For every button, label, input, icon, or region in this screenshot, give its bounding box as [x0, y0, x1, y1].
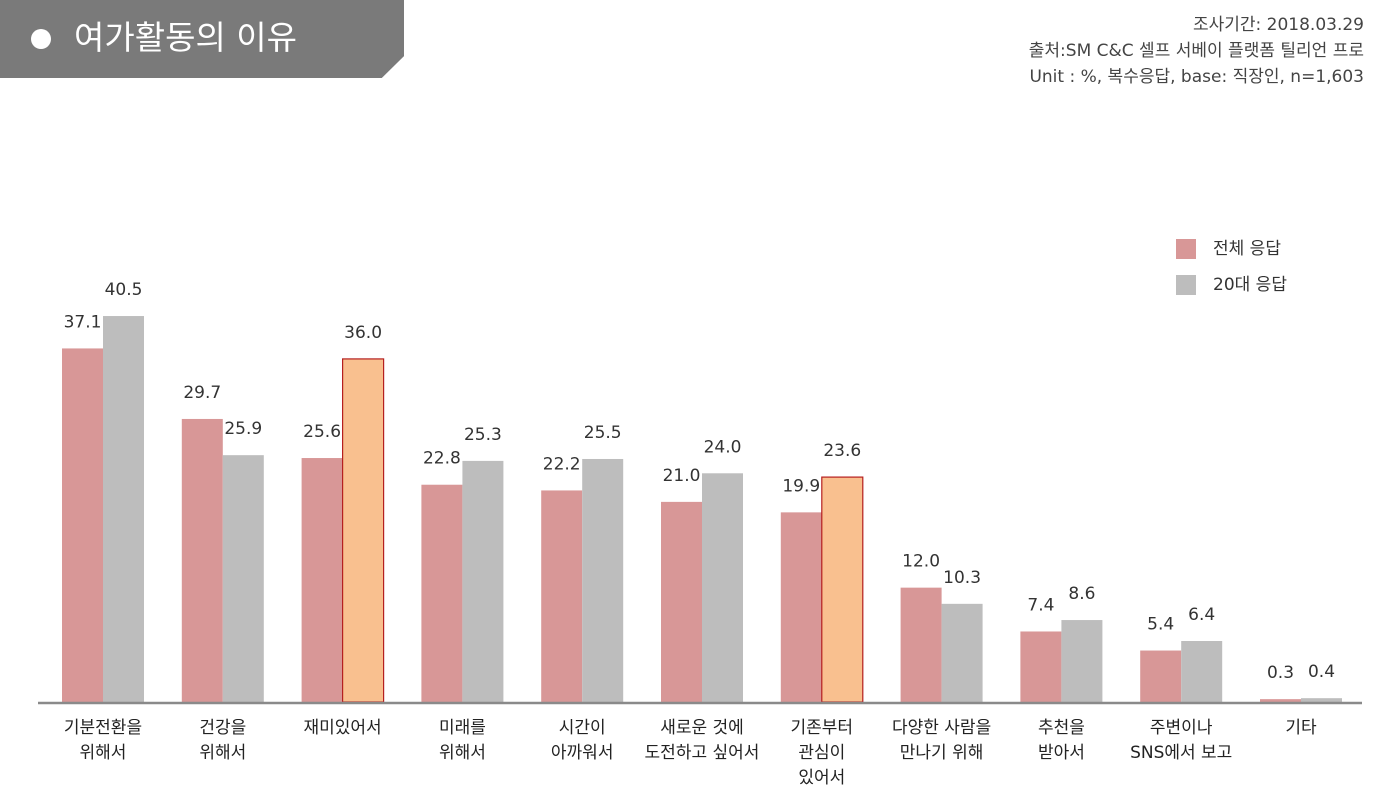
value-label-all-10: 0.3: [1267, 663, 1294, 683]
category-label-line: 아까워서: [551, 743, 614, 763]
survey-period: 조사기간: 2018.03.29: [1192, 15, 1364, 35]
bar-20s-4: [582, 458, 624, 702]
bar-all-6: [780, 512, 822, 702]
value-label-all-5: 21.0: [663, 466, 701, 486]
bar-20s-2: [342, 358, 385, 703]
value-label-all-8: 7.4: [1027, 595, 1054, 615]
category-label-line: SNS에서 보고: [1130, 743, 1232, 763]
source-note: 출처:SM C&C 셀프 서베이 플랫폼 틸리언 프로: [1028, 41, 1364, 61]
bullet-icon: [31, 29, 51, 49]
value-label-all-0: 37.1: [64, 312, 102, 332]
category-label-line: 만나기 위해: [900, 743, 984, 763]
bar-all-3: [421, 484, 463, 702]
bar-all-10: [1260, 699, 1301, 702]
value-label-20s-10: 0.4: [1308, 662, 1335, 682]
category-label-line: 관심이: [798, 743, 845, 763]
bar-all-8: [1020, 631, 1062, 702]
category-label-line: 새로운 것에: [660, 718, 744, 738]
category-label-line: 있어서: [798, 768, 845, 788]
bar-20s-10: [1301, 698, 1342, 702]
category-label-line: 기분전환을: [64, 718, 142, 738]
value-label-20s-7: 10.3: [943, 568, 981, 588]
bar-all-4: [541, 490, 583, 702]
value-label-all-3: 22.8: [423, 449, 461, 469]
value-label-20s-8: 8.6: [1068, 584, 1095, 604]
category-label-line: 재미있어서: [303, 718, 381, 738]
value-label-20s-0: 40.5: [105, 280, 143, 300]
legend-label-all: 전체 응답: [1213, 239, 1281, 259]
bar-20s-7: [941, 603, 983, 702]
value-label-all-2: 25.6: [303, 422, 341, 442]
category-label-line: 추천을: [1038, 718, 1085, 738]
category-label-10: 기타: [1285, 718, 1317, 738]
bar-all-7: [900, 587, 942, 702]
category-label-line: 도전하고 싶어서: [645, 743, 760, 763]
bar-20s-1: [222, 455, 264, 702]
value-label-20s-1: 25.9: [224, 419, 262, 439]
legend-label-20s: 20대 응답: [1213, 275, 1287, 295]
bar-20s-0: [103, 316, 144, 702]
bar-20s-3: [462, 460, 504, 702]
bar-all-1: [181, 418, 223, 702]
category-label-line: 받아서: [1038, 743, 1085, 763]
title-banner: 여가활동의 이유: [0, 0, 404, 78]
category-label-line: 미래를: [439, 718, 486, 738]
value-label-20s-9: 6.4: [1188, 605, 1215, 625]
value-label-20s-6: 23.6: [823, 441, 861, 461]
value-label-20s-5: 24.0: [704, 437, 742, 457]
value-label-all-1: 29.7: [183, 383, 221, 403]
legend-swatch-all: [1176, 239, 1196, 259]
category-label-line: 기타: [1285, 718, 1317, 738]
bar-all-0: [62, 348, 103, 702]
value-label-all-4: 22.2: [543, 454, 581, 474]
page-title: 여가활동의 이유: [74, 18, 298, 57]
value-label-20s-2: 36.0: [344, 323, 382, 343]
value-label-all-7: 12.0: [902, 552, 940, 572]
category-label-line: 기존부터: [791, 718, 854, 738]
category-label-line: 위해서: [439, 743, 486, 763]
value-label-all-6: 19.9: [782, 476, 820, 496]
category-label-line: 다양한 사람을: [892, 718, 991, 738]
bar-20s-9: [1181, 641, 1223, 702]
category-label-2: 재미있어서: [303, 718, 381, 738]
unit-note: Unit : %, 복수응답, base: 직장인, n=1,603: [1029, 67, 1364, 87]
bar-20s-8: [1061, 620, 1103, 702]
category-label-line: 위해서: [199, 743, 246, 763]
category-label-9: 주변이나 SNS에서 보고: [1130, 718, 1232, 763]
legend-swatch-20s: [1176, 275, 1196, 295]
category-label-line: 주변이나: [1150, 718, 1213, 738]
category-label-line: 건강을: [199, 718, 246, 738]
value-label-all-9: 5.4: [1147, 615, 1174, 635]
category-label-line: 위해서: [80, 743, 127, 763]
category-label-line: 시간이: [559, 718, 606, 738]
bar-20s-6: [821, 476, 864, 703]
bar-all-9: [1140, 650, 1182, 702]
value-label-20s-3: 25.3: [464, 425, 502, 445]
value-label-20s-4: 25.5: [584, 423, 622, 443]
bar-20s-5: [702, 473, 743, 702]
chart-meta: 조사기간: 2018.03.29 출처:SM C&C 셀프 서베이 플랫폼 틸리…: [1029, 12, 1364, 90]
bar-all-5: [661, 501, 702, 702]
bar-all-2: [301, 458, 343, 702]
